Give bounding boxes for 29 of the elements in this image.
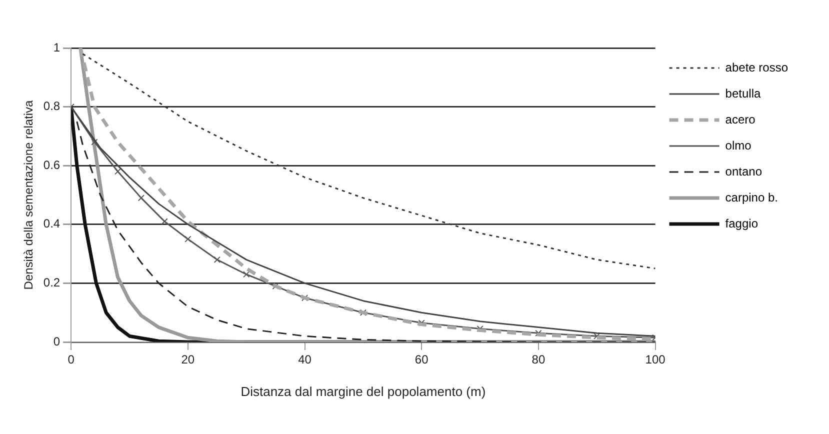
legend-label: abete rosso [725, 60, 788, 74]
point [243, 271, 250, 278]
y-tick-label: 0.4 [43, 216, 60, 231]
point [91, 138, 98, 146]
y-tick-label: 0 [53, 334, 60, 348]
point [161, 218, 168, 225]
legend-label: acero [725, 112, 756, 126]
point [138, 194, 145, 202]
y-tick-label: 0.6 [43, 158, 60, 172]
legend-label: betulla [725, 86, 761, 100]
point [184, 236, 192, 242]
legend-label: carpino b. [725, 190, 778, 204]
legend-label: olmo [725, 138, 752, 152]
y-tick-label: 0.8 [43, 99, 60, 114]
legend-label: faggio [725, 216, 758, 230]
x-tick-label: 0 [68, 352, 75, 367]
legend-label: ontano [725, 164, 762, 178]
point [214, 256, 220, 264]
y-axis-title: Densità della sementazione relativa [22, 100, 36, 290]
x-axis-title: Distanza dal margine del popolamento (m) [240, 384, 486, 399]
x-tick-label: 40 [298, 352, 312, 367]
x-tick-label: 100 [645, 352, 666, 367]
point [114, 168, 122, 175]
y-tick-label: 0.2 [43, 276, 60, 290]
x-tick-label: 20 [181, 352, 195, 367]
point [360, 309, 367, 316]
y-tick-label: 1 [53, 40, 60, 54]
x-tick-label: 80 [532, 352, 546, 367]
x-tick-label: 60 [414, 352, 429, 367]
